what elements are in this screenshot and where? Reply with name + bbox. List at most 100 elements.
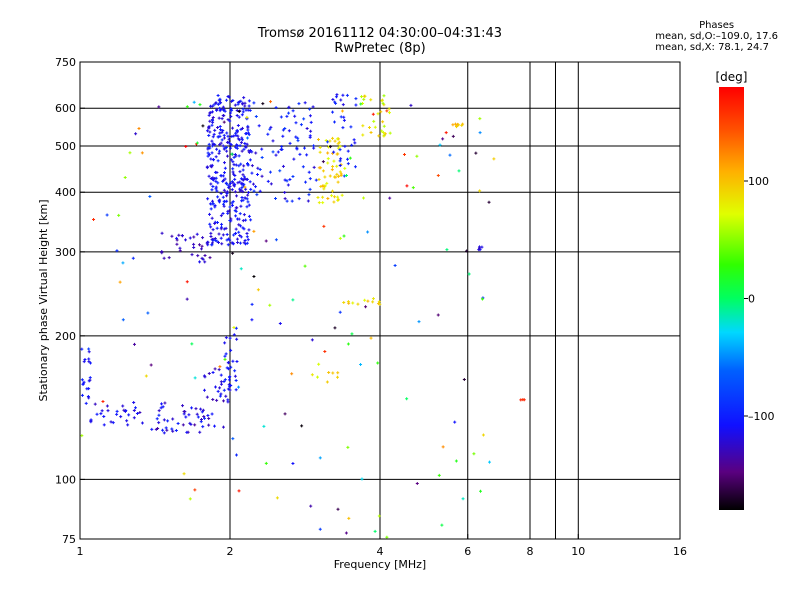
echo-point <box>437 473 441 477</box>
echo-point <box>132 342 136 346</box>
echo-point <box>333 326 337 330</box>
echo-point <box>219 174 223 178</box>
echo-point <box>210 110 214 114</box>
echo-point <box>246 136 250 140</box>
echo-point <box>457 169 461 173</box>
echo-point <box>83 358 87 361</box>
echo-point <box>209 207 213 211</box>
echo-point <box>121 318 125 322</box>
echo-point <box>261 102 265 106</box>
echo-point <box>256 288 260 292</box>
echo-point <box>87 357 91 361</box>
echo-point <box>213 424 217 428</box>
echo-point <box>216 159 220 163</box>
echo-point <box>292 157 296 161</box>
echo-point <box>330 189 334 193</box>
echo-point <box>216 125 220 129</box>
echo-point <box>269 182 273 186</box>
echo-point <box>301 165 305 169</box>
echo-point <box>195 412 199 416</box>
echo-point <box>185 430 189 434</box>
echo-point <box>336 195 340 199</box>
echo-point <box>213 128 217 132</box>
echo-point <box>336 152 340 156</box>
echo-point <box>92 217 96 221</box>
echo-point <box>448 153 452 157</box>
echo-point <box>264 461 268 465</box>
echo-point <box>296 139 300 143</box>
echo-point <box>199 407 203 411</box>
echo-point <box>244 145 248 149</box>
echo-point <box>125 419 129 423</box>
echo-point <box>111 421 115 425</box>
echo-point <box>219 141 223 145</box>
echo-point <box>210 139 214 143</box>
echo-point <box>236 137 240 141</box>
echo-point <box>244 187 248 191</box>
echo-point <box>251 182 255 186</box>
echo-point <box>208 130 212 134</box>
echo-point <box>124 409 128 413</box>
echo-point <box>218 394 222 398</box>
echo-point <box>150 427 154 431</box>
phases-x-mode: mean, sd,X: 78.1, 24.7 <box>655 42 769 53</box>
echo-point <box>195 232 199 236</box>
echo-point <box>288 141 292 145</box>
echo-point <box>215 189 219 193</box>
echo-point <box>310 373 314 377</box>
echo-point <box>87 387 91 391</box>
echo-point <box>226 243 230 247</box>
x-axis-label: Frequency [MHz] <box>334 558 426 571</box>
echo-point <box>246 238 250 242</box>
echo-point <box>338 236 342 240</box>
echo-point <box>339 115 343 119</box>
phases-o-mode: mean, sd,O:–109.0, 17.6 <box>655 31 778 42</box>
echo-point <box>276 150 280 154</box>
echo-point <box>321 169 325 173</box>
echo-point <box>208 111 212 115</box>
echo-point <box>283 190 287 194</box>
echo-point <box>80 347 84 351</box>
echo-point <box>226 387 230 391</box>
echo-point <box>283 197 287 201</box>
echo-point <box>252 275 256 279</box>
echo-point <box>247 191 251 195</box>
echo-point <box>334 175 338 179</box>
echo-point <box>405 184 409 188</box>
echo-point <box>196 415 200 419</box>
echo-point <box>241 173 245 177</box>
echo-point <box>225 140 229 144</box>
echo-point <box>281 164 285 168</box>
echo-point <box>132 409 136 413</box>
echo-point <box>305 127 309 131</box>
echo-point <box>180 233 184 237</box>
echo-point <box>241 198 245 202</box>
echo-point <box>238 189 242 193</box>
echo-point <box>240 138 244 142</box>
echo-point <box>213 367 217 371</box>
echo-point <box>227 375 231 379</box>
echo-point <box>203 254 207 258</box>
echo-point <box>353 165 357 169</box>
echo-point <box>361 124 365 128</box>
echo-point <box>209 176 213 180</box>
echo-point <box>208 256 212 260</box>
echo-point <box>323 175 327 179</box>
echo-point <box>228 336 232 340</box>
echo-point <box>221 144 225 148</box>
echo-point <box>322 187 326 191</box>
echo-point <box>234 209 238 213</box>
echo-point <box>162 431 166 435</box>
echo-point <box>236 124 240 128</box>
echo-point <box>176 422 180 426</box>
echo-point <box>346 445 350 449</box>
echo-point <box>333 100 337 104</box>
echo-point <box>362 97 366 101</box>
echo-point <box>307 170 311 174</box>
echo-point <box>314 178 318 182</box>
echo-point <box>190 253 194 257</box>
echo-point <box>160 251 164 255</box>
echo-point <box>340 193 344 197</box>
echo-point <box>298 152 302 156</box>
echo-point <box>80 378 84 382</box>
